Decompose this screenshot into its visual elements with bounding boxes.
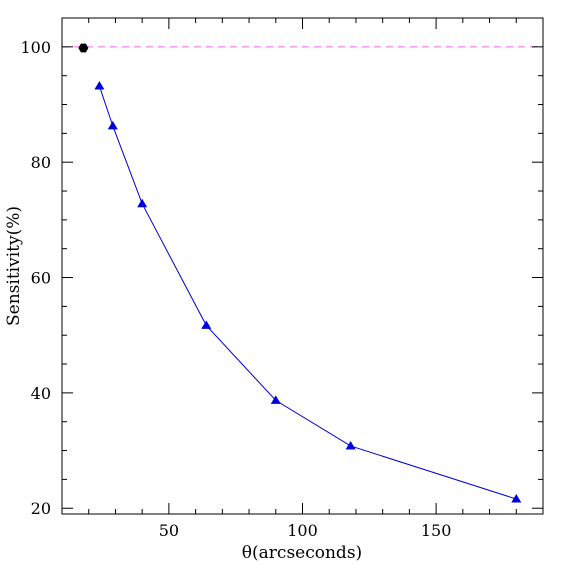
data-point-triangle [94,81,105,90]
data-point-triangle [511,494,522,503]
tick-labels: 50 100 150 20 40 60 80 100 [20,38,451,540]
x-axis-title: θ(arcseconds) [242,543,362,563]
plot-frame [61,17,544,515]
data-point-triangle [345,440,356,450]
y-tick-label: 20 [31,499,51,518]
data-point-hexagon [78,43,89,53]
x-tick-label: 100 [287,521,318,540]
x-tick-label: 150 [421,521,452,540]
y-tick-label: 80 [31,153,51,172]
data-point-triangle [137,198,148,208]
x-tick-label: 50 [159,521,179,540]
y-tick-label: 60 [31,269,51,288]
data-point-triangle [270,395,281,404]
y-tick-label: 40 [31,384,51,403]
data-point-triangle [201,320,212,329]
data-series [78,43,522,503]
y-axis-title: Sensitivity(%) [4,206,24,326]
data-point-triangle [107,120,118,130]
y-tick-label: 100 [20,38,51,57]
